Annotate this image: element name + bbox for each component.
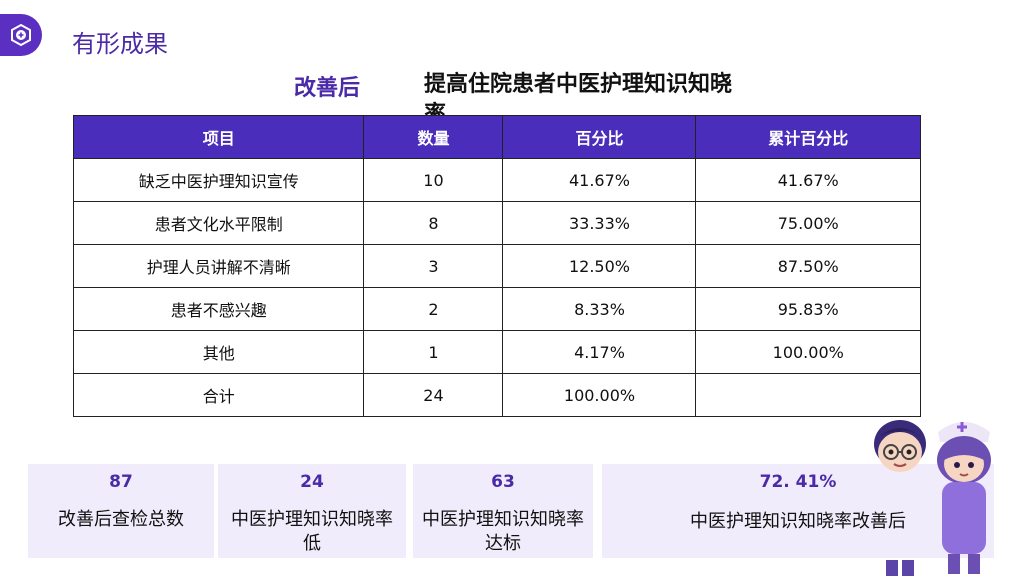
doctor-nurse-illustration xyxy=(874,420,991,576)
table-cell: 8 xyxy=(363,201,504,245)
stat-card-awareness-rate: 72. 41% 中医护理知识知晓率改善后 xyxy=(602,464,994,558)
table-row: 护理人员讲解不清晰 3 12.50% 87.50% xyxy=(72,244,921,288)
table-cell: 87.50% xyxy=(695,244,921,288)
table-header-row: 项目 数量 百分比 累计百分比 xyxy=(72,115,921,159)
stat-label: 中医护理知识知晓率达标 xyxy=(422,509,584,554)
table-cell: 合计 xyxy=(72,373,365,417)
header-cell: 累计百分比 xyxy=(695,115,921,159)
header-cell: 百分比 xyxy=(502,115,697,159)
stat-value: 87 xyxy=(109,472,133,492)
table-cell: 2 xyxy=(363,287,504,331)
stat-card-low-awareness: 24 中医护理知识知晓率低 xyxy=(218,464,406,558)
table-cell: 8.33% xyxy=(502,287,697,331)
table-row: 患者不感兴趣 2 8.33% 95.83% xyxy=(72,287,921,331)
table-cell: 24 xyxy=(363,373,504,417)
table-cell: 95.83% xyxy=(695,287,921,331)
table-cell: 100.00% xyxy=(695,330,921,374)
table-cell: 12.50% xyxy=(502,244,697,288)
table-cell: 4.17% xyxy=(502,330,697,374)
stat-label: 中医护理知识知晓率低 xyxy=(231,509,393,554)
table-cell: 缺乏中医护理知识宣传 xyxy=(72,158,365,202)
stat-card-total-checks: 87 改善后查检总数 xyxy=(28,464,214,558)
table-row: 其他 1 4.17% 100.00% xyxy=(72,330,921,374)
results-table: 项目 数量 百分比 累计百分比 缺乏中医护理知识宣传 10 41.67% 41.… xyxy=(72,115,921,417)
section-heading-right: 提高住院患者中医护理知识知晓率 xyxy=(424,72,733,127)
table-cell: 100.00% xyxy=(502,373,697,417)
table-row: 患者文化水平限制 8 33.33% 75.00% xyxy=(72,201,921,245)
stat-value: 24 xyxy=(300,472,324,492)
stat-value: 63 xyxy=(491,472,515,492)
table-cell: 患者不感兴趣 xyxy=(72,287,365,331)
table-cell: 其他 xyxy=(72,330,365,374)
stat-label: 改善后查检总数 xyxy=(58,509,184,530)
stat-value: 72. 41% xyxy=(759,472,837,492)
table-total-row: 合计 24 100.00% xyxy=(72,373,921,417)
header-cell: 数量 xyxy=(363,115,504,159)
table-cell xyxy=(695,373,921,417)
table-cell: 41.67% xyxy=(502,158,697,202)
hexagon-plus-icon xyxy=(11,23,31,47)
table-cell: 41.67% xyxy=(695,158,921,202)
header-cell: 项目 xyxy=(72,115,365,159)
logo-tab xyxy=(0,14,42,56)
table-cell: 1 xyxy=(363,330,504,374)
stat-card-awareness-met: 63 中医护理知识知晓率达标 xyxy=(413,464,593,558)
table-cell: 33.33% xyxy=(502,201,697,245)
table-cell: 75.00% xyxy=(695,201,921,245)
table-cell: 护理人员讲解不清晰 xyxy=(72,244,365,288)
table-cell: 患者文化水平限制 xyxy=(72,201,365,245)
doctor-figure xyxy=(874,420,926,472)
section-heading-left: 改善后 xyxy=(294,76,361,101)
page-title: 有形成果 xyxy=(72,30,168,58)
nurse-figure xyxy=(937,422,991,574)
table-cell: 3 xyxy=(363,244,504,288)
stat-label: 中医护理知识知晓率改善后 xyxy=(690,511,906,532)
table-row: 缺乏中医护理知识宣传 10 41.67% 41.67% xyxy=(72,158,921,202)
table-cell: 10 xyxy=(363,158,504,202)
